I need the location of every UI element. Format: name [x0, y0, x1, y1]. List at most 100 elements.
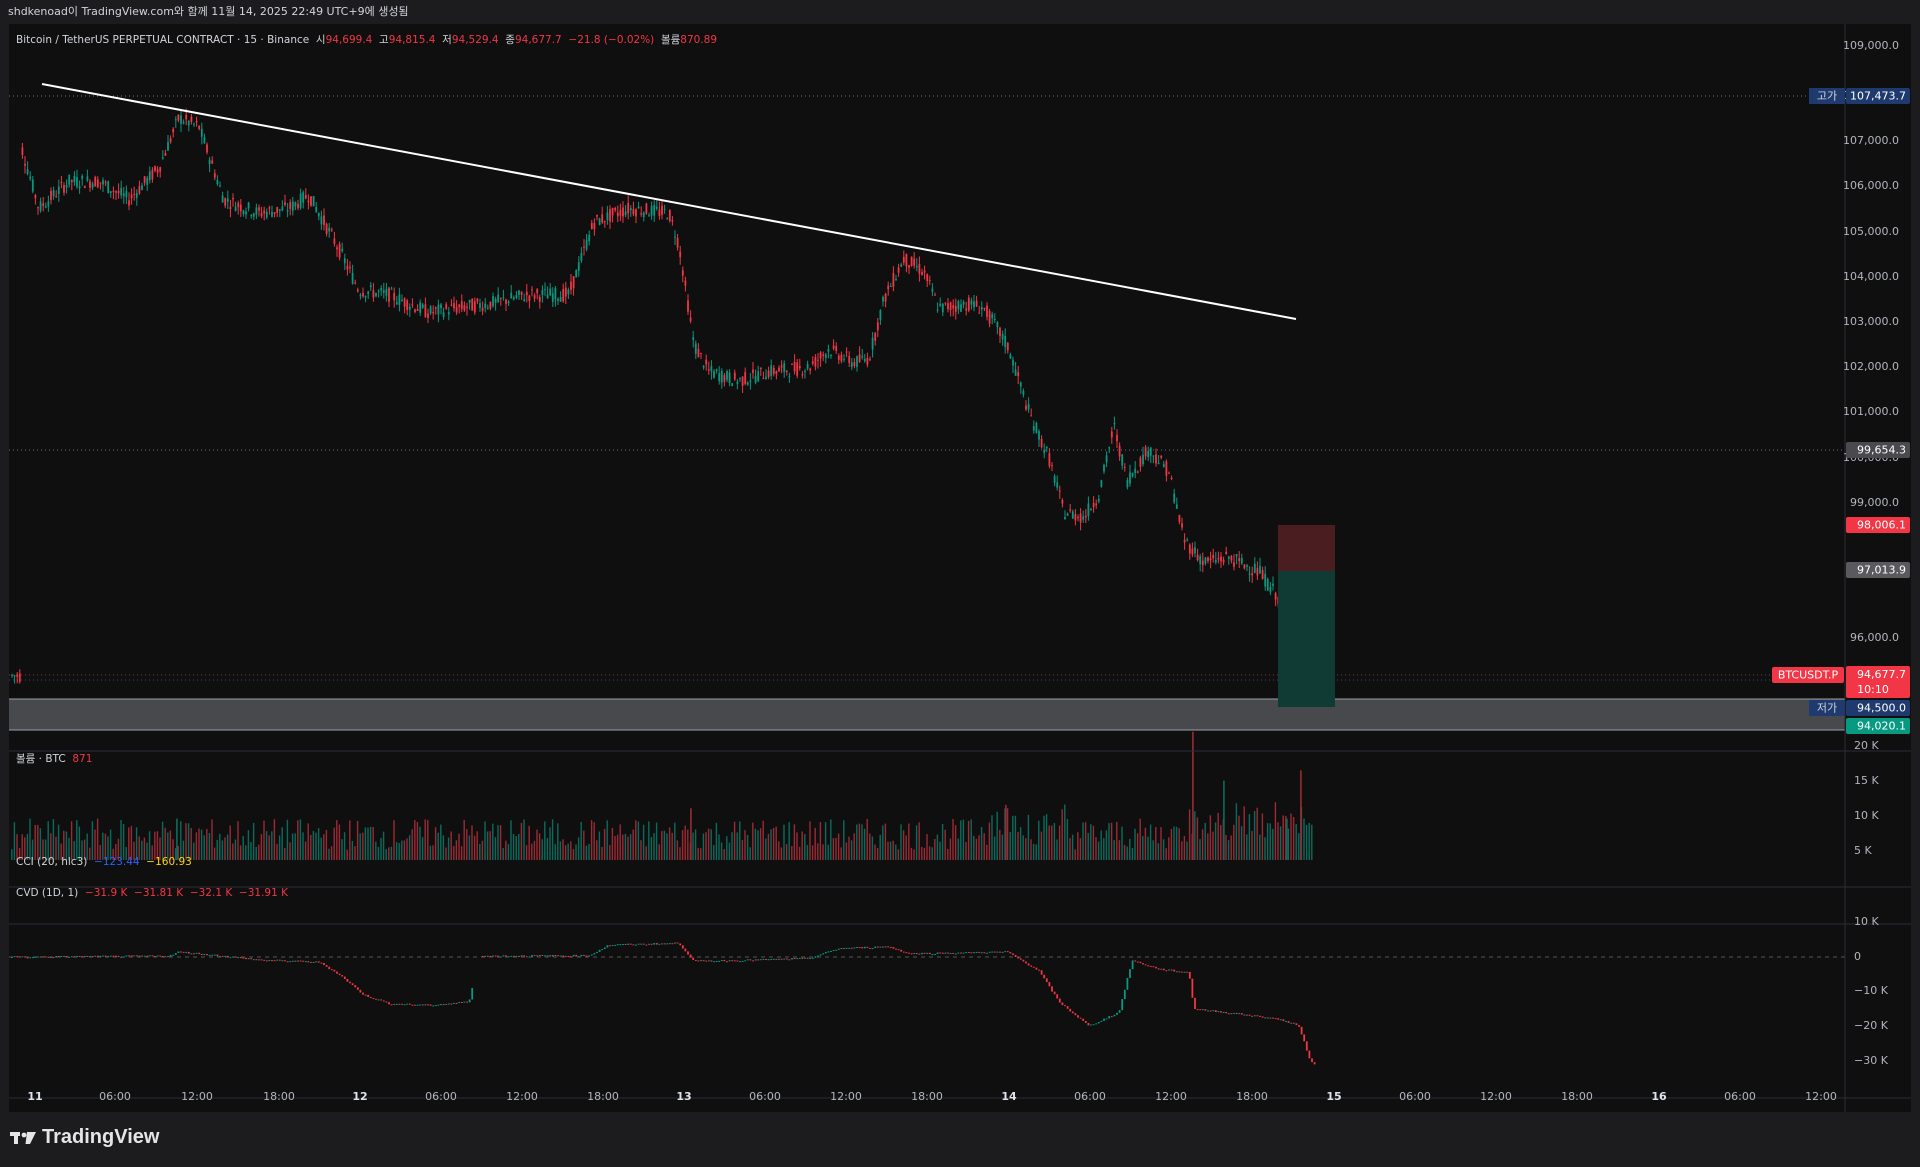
- candle-body: [221, 195, 224, 203]
- volume-bar: [814, 827, 816, 860]
- cvd-candle: [658, 943, 661, 945]
- chart-frame[interactable]: 109,000.0108,000.0107,000.0106,000.0105,…: [9, 24, 1911, 1112]
- cvd-candle: [484, 955, 487, 957]
- candle-body: [216, 179, 219, 185]
- volume-bar: [733, 821, 736, 860]
- volume-bar: [1056, 839, 1058, 860]
- volume-bar: [1129, 838, 1131, 860]
- volume-bar: [458, 833, 460, 860]
- candle-body: [325, 223, 328, 234]
- volume-bar: [297, 820, 299, 860]
- cvd-candle: [458, 1001, 461, 1003]
- cvd-candle: [492, 955, 494, 957]
- cvd-candle: [728, 960, 731, 962]
- cvd-candle: [772, 958, 775, 960]
- candle-body: [146, 177, 149, 185]
- candle-body: [226, 198, 229, 202]
- cvd-candle: [884, 946, 887, 948]
- cci-legend[interactable]: CCI (20, hlc3) −123.44 −160.93: [16, 856, 192, 868]
- volume-bar: [1259, 834, 1261, 860]
- candle-body: [655, 206, 658, 209]
- volume-bar: [133, 841, 135, 860]
- cvd-candle: [1240, 1013, 1243, 1015]
- candle-body: [258, 207, 260, 211]
- volume-bar: [624, 833, 627, 860]
- cvd-candle: [541, 955, 544, 957]
- time-tick-label: 18:00: [1236, 1090, 1268, 1103]
- volume-bar: [947, 848, 949, 860]
- cvd-candle: [211, 954, 214, 956]
- candle-body: [193, 123, 195, 125]
- volume-bar: [1118, 840, 1121, 860]
- volume-bar: [996, 811, 998, 860]
- candle-body: [978, 312, 981, 314]
- volume-bar: [952, 818, 954, 860]
- volume-bar: [151, 845, 153, 860]
- volume-bar: [1053, 822, 1056, 860]
- candle-body: [473, 301, 476, 313]
- volume-bar: [1199, 839, 1201, 860]
- candle-body: [939, 303, 942, 306]
- volume-bar: [975, 838, 978, 860]
- cvd-candle: [338, 973, 341, 976]
- volume-bar: [536, 829, 538, 860]
- candle-body: [458, 304, 461, 308]
- candle-body: [99, 182, 102, 184]
- candle-body: [1165, 461, 1168, 476]
- candle-body: [822, 354, 825, 356]
- volume-bar: [310, 834, 312, 860]
- cvd-candle: [37, 956, 39, 958]
- volume-bar: [770, 829, 772, 860]
- time-tick-label: 06:00: [1399, 1090, 1431, 1103]
- candle-body: [1240, 557, 1243, 564]
- candle-body: [1126, 479, 1129, 488]
- cvd-legend[interactable]: CVD (1D, 1) −31.9 K −31.81 K −32.1 K −31…: [16, 887, 288, 899]
- volume-bar: [1298, 833, 1300, 860]
- cvd-candle: [931, 954, 934, 956]
- time-tick-label: 12:00: [506, 1090, 538, 1103]
- cvd-candle: [1136, 961, 1139, 963]
- cvd-candle: [307, 961, 310, 963]
- chart-canvas[interactable]: 109,000.0108,000.0107,000.0106,000.0105,…: [9, 24, 1911, 1112]
- volume-bar: [414, 820, 416, 860]
- volume-bar: [1201, 829, 1204, 860]
- volume-bar: [375, 841, 377, 860]
- cvd-candle: [115, 955, 117, 957]
- candle-body: [1253, 563, 1256, 573]
- candle-body: [1201, 560, 1204, 566]
- volume-bar: [356, 820, 359, 860]
- cvd-candle: [1100, 1020, 1103, 1023]
- cvd-candle: [731, 960, 734, 962]
- cvd-candle: [346, 978, 349, 982]
- candle-body: [858, 354, 861, 362]
- cvd-candle: [440, 1004, 442, 1006]
- candle-body: [219, 185, 221, 187]
- volume-bar: [572, 849, 575, 860]
- candle-body: [840, 354, 843, 362]
- volume-legend[interactable]: 볼륨 · BTC 871: [16, 751, 92, 766]
- cvd-candle: [889, 946, 892, 948]
- volume-bar: [616, 834, 619, 860]
- volume-tick-label: 10 K: [1854, 809, 1879, 822]
- volume-bar: [1261, 813, 1264, 860]
- volume-bar: [99, 845, 101, 860]
- volume-bar: [746, 834, 749, 860]
- volume-bar: [848, 836, 850, 860]
- candle-body: [824, 354, 827, 359]
- candle-body: [580, 253, 583, 261]
- candle-body: [1043, 450, 1046, 454]
- price-tick-label: 104,000.0: [1843, 270, 1899, 283]
- symbol-title[interactable]: Bitcoin / TetherUS PERPETUAL CONTRACT · …: [16, 34, 310, 46]
- volume-bar: [609, 845, 611, 860]
- candle-body: [772, 367, 775, 375]
- candle-body: [676, 237, 679, 248]
- tradingview-logo[interactable]: TradingView: [10, 1126, 159, 1149]
- volume-bar: [965, 841, 967, 860]
- candle-body: [245, 211, 247, 215]
- cvd-candle: [424, 1004, 427, 1006]
- candle-body: [304, 195, 307, 199]
- cvd-candle: [720, 959, 723, 961]
- cvd-candle: [273, 960, 276, 962]
- candle-body: [775, 371, 778, 374]
- candle-body: [531, 289, 533, 291]
